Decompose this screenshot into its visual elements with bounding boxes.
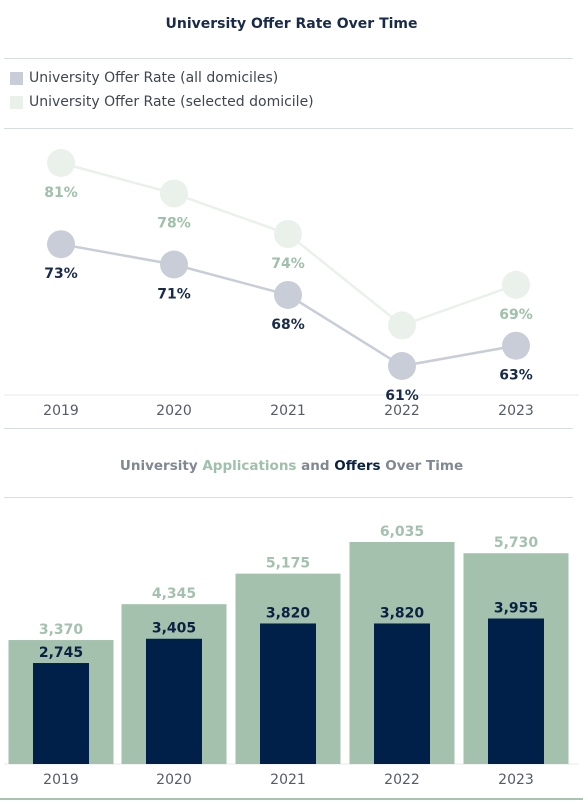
data-label-offers: 3,820	[380, 605, 425, 621]
bottom-divider	[0, 798, 583, 800]
x-tick-label: 2020	[156, 403, 192, 419]
bar-offers	[146, 638, 202, 764]
data-point	[502, 270, 530, 299]
x-tick-label: 2021	[270, 772, 306, 788]
data-label-applications: 3,370	[39, 622, 84, 638]
bar-title-part: Applications	[202, 458, 297, 474]
divider	[4, 497, 573, 498]
bar-chart-title: University Applications and Offers Over …	[0, 458, 583, 474]
x-tick-label: 2023	[498, 403, 534, 419]
data-point	[160, 179, 188, 208]
divider	[4, 58, 573, 59]
x-tick-label: 2019	[43, 403, 79, 419]
legend-swatch	[10, 95, 23, 109]
data-point	[47, 230, 75, 259]
legend-label: University Offer Rate (selected domicile…	[29, 94, 314, 110]
data-label-applications: 4,345	[152, 586, 196, 602]
data-point	[274, 280, 302, 309]
bar-title-part: Offers	[334, 458, 381, 474]
data-label-offers: 3,955	[494, 601, 538, 617]
x-tick-label: 2019	[43, 772, 79, 788]
data-label-applications: 5,175	[266, 556, 310, 572]
divider	[4, 428, 573, 429]
bar-offers	[488, 618, 544, 764]
data-label: 63%	[499, 368, 533, 384]
data-label: 73%	[44, 266, 78, 282]
data-label: 81%	[44, 185, 78, 201]
data-label-offers: 3,405	[152, 621, 196, 637]
data-label: 61%	[385, 388, 419, 404]
legend-item-selected-domicile[interactable]: University Offer Rate (selected domicile…	[10, 94, 314, 110]
data-label: 74%	[271, 256, 305, 272]
data-label-applications: 6,035	[380, 524, 424, 540]
x-tick-label: 2020	[156, 772, 192, 788]
x-tick-label: 2022	[384, 772, 420, 788]
data-label-offers: 3,820	[266, 605, 311, 621]
legend-item-all-domiciles[interactable]: University Offer Rate (all domiciles)	[10, 70, 278, 86]
data-point	[502, 331, 530, 360]
line-chart-title: University Offer Rate Over Time	[165, 16, 418, 32]
bar-offers	[260, 623, 316, 764]
data-point	[388, 311, 416, 340]
data-label: 78%	[157, 215, 191, 231]
data-label: 71%	[157, 287, 191, 303]
bar-offers	[374, 623, 430, 764]
bar-title-part: Over Time	[380, 458, 464, 474]
legend-swatch	[10, 71, 23, 85]
bar-title-part: and	[296, 458, 335, 474]
data-point	[274, 220, 302, 249]
divider	[4, 128, 573, 129]
data-label-applications: 5,730	[494, 535, 539, 551]
data-label: 68%	[271, 317, 305, 333]
bar-chart: 3,370 2,745 2019 4,345 3,405 2020 5,175 3,820 20…	[4, 524, 579, 788]
bar-title-part: University	[119, 458, 203, 474]
data-point	[47, 149, 75, 177]
data-point	[388, 352, 416, 380]
x-tick-label: 2022	[384, 403, 420, 419]
data-point	[160, 250, 188, 279]
bar-offers	[33, 663, 89, 764]
x-tick-label: 2023	[498, 772, 534, 788]
data-label-offers: 2,745	[39, 645, 83, 661]
data-label: 69%	[499, 307, 533, 323]
legend-label: University Offer Rate (all domiciles)	[29, 70, 279, 86]
x-tick-label: 2021	[270, 403, 306, 419]
line-chart: 73% 71% 68% 61% 63% 81% 78% 74% 69% 2019 2020 2021 2…	[4, 149, 579, 419]
